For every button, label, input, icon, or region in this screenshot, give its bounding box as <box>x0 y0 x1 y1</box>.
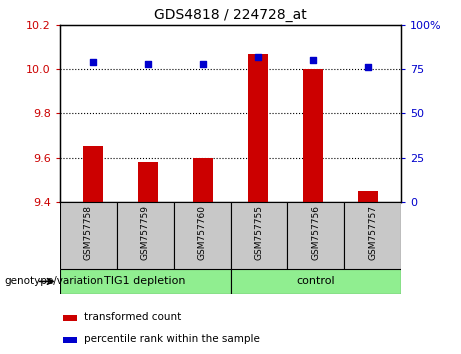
FancyBboxPatch shape <box>60 269 230 294</box>
FancyBboxPatch shape <box>344 202 401 269</box>
Point <box>89 59 97 65</box>
Text: GSM757755: GSM757755 <box>254 205 263 260</box>
Bar <box>193 158 213 202</box>
Point <box>254 54 262 59</box>
Text: GSM757756: GSM757756 <box>311 205 320 260</box>
Point <box>364 64 372 70</box>
Bar <box>138 162 158 202</box>
Title: GDS4818 / 224728_at: GDS4818 / 224728_at <box>154 8 307 22</box>
Text: percentile rank within the sample: percentile rank within the sample <box>84 334 260 344</box>
Bar <box>83 147 103 202</box>
FancyBboxPatch shape <box>287 202 344 269</box>
Bar <box>63 315 77 321</box>
FancyBboxPatch shape <box>174 202 230 269</box>
Text: GSM757758: GSM757758 <box>84 205 93 260</box>
Bar <box>359 191 378 202</box>
Text: TIG1 depletion: TIG1 depletion <box>105 276 186 286</box>
Text: control: control <box>296 276 335 286</box>
Text: GSM757759: GSM757759 <box>141 205 150 260</box>
Point <box>199 61 207 67</box>
FancyBboxPatch shape <box>230 269 401 294</box>
Text: transformed count: transformed count <box>84 312 181 322</box>
Text: genotype/variation: genotype/variation <box>5 276 104 286</box>
FancyBboxPatch shape <box>60 202 117 269</box>
Bar <box>248 53 268 202</box>
Bar <box>63 337 77 343</box>
FancyBboxPatch shape <box>230 202 287 269</box>
Point <box>309 57 317 63</box>
Point <box>144 61 152 67</box>
Bar <box>303 69 323 202</box>
Text: GSM757757: GSM757757 <box>368 205 377 260</box>
FancyBboxPatch shape <box>117 202 174 269</box>
Text: GSM757760: GSM757760 <box>198 205 207 260</box>
